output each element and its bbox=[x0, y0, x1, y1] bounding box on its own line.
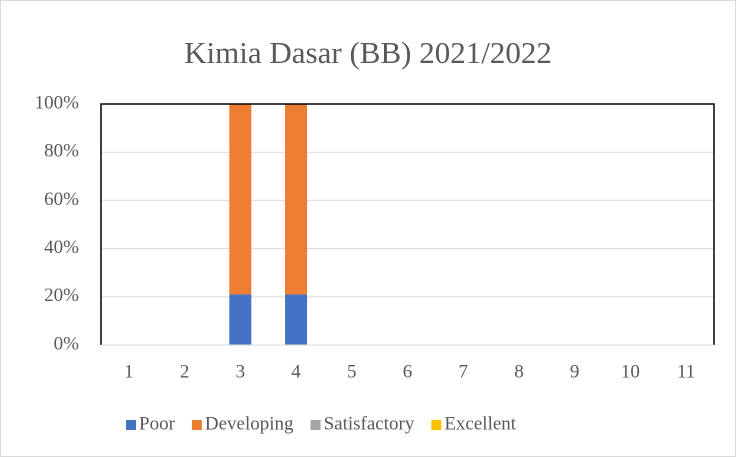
legend-label: Developing bbox=[205, 413, 294, 434]
x-tick-label: 8 bbox=[514, 361, 524, 382]
chart-title: Kimia Dasar (BB) 2021/2022 bbox=[184, 35, 552, 70]
y-tick-label: 40% bbox=[44, 237, 79, 258]
x-tick-label: 11 bbox=[677, 361, 695, 382]
y-tick-label: 80% bbox=[44, 141, 79, 162]
legend-swatch bbox=[191, 420, 202, 430]
x-tick-label: 2 bbox=[180, 361, 190, 382]
legend-swatch bbox=[126, 420, 136, 430]
x-tick-label: 1 bbox=[124, 361, 134, 382]
x-tick-label: 7 bbox=[458, 361, 468, 382]
legend-label: Satisfactory bbox=[324, 413, 415, 434]
bar-segment bbox=[229, 294, 252, 345]
x-tick-label: 6 bbox=[403, 361, 413, 382]
x-tick-label: 4 bbox=[291, 361, 301, 382]
x-tick-label: 10 bbox=[621, 361, 640, 382]
y-tick-label: 60% bbox=[44, 189, 79, 210]
legend-label: Excellent bbox=[444, 413, 516, 434]
legend-swatch bbox=[310, 420, 321, 430]
y-tick-label: 100% bbox=[35, 92, 80, 113]
y-tick-label: 20% bbox=[44, 285, 79, 306]
x-tick-label: 3 bbox=[236, 361, 246, 382]
plot-frame bbox=[100, 103, 715, 345]
legend-swatch bbox=[431, 420, 442, 430]
y-tick-label: 0% bbox=[54, 333, 80, 354]
x-tick-label: 9 bbox=[570, 361, 580, 382]
x-tick-label: 5 bbox=[347, 361, 357, 382]
bar-segment bbox=[285, 294, 308, 345]
bar-segment bbox=[285, 104, 308, 295]
bar-segment bbox=[229, 104, 252, 295]
legend-label: Poor bbox=[139, 413, 176, 434]
